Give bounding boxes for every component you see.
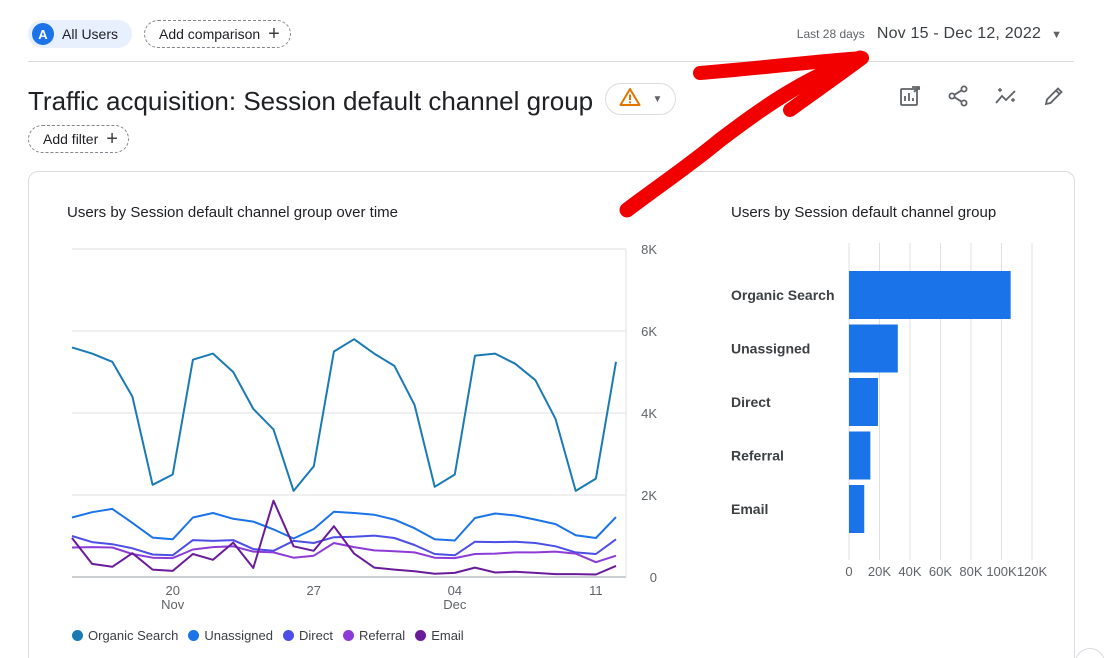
charts-card [28, 171, 1075, 658]
line-chart-legend: Organic Search Unassigned Direct Referra… [72, 628, 464, 643]
add-filter-label: Add filter [43, 131, 99, 147]
legend-label: Direct [298, 628, 333, 643]
chevron-down-icon: ▼ [652, 93, 663, 105]
warning-icon [619, 87, 641, 112]
page-title: Traffic acquisition: Session default cha… [28, 86, 594, 116]
edit-icon[interactable] [1040, 82, 1068, 110]
add-filter-button[interactable]: Add filter + [28, 125, 129, 153]
all-users-chip[interactable]: A All Users [28, 20, 133, 48]
avatar: A [32, 23, 54, 45]
legend-item-referral[interactable]: Referral [342, 628, 406, 643]
insights-icon[interactable] [992, 82, 1020, 110]
date-range-preset: Last 28 days [796, 27, 865, 41]
legend-item-email[interactable]: Email [415, 628, 464, 643]
legend-swatch [188, 630, 200, 641]
legend-swatch [72, 630, 83, 641]
plus-icon: + [106, 128, 118, 150]
top-bar: A All Users Add comparison + Last 28 day… [0, 0, 1116, 62]
share-icon[interactable] [944, 82, 972, 110]
legend-swatch [342, 630, 354, 641]
plus-icon: + [268, 23, 280, 45]
legend-label: Organic Search [88, 628, 179, 643]
line-chart-title: Users by Session default channel group o… [67, 204, 399, 221]
legend-label: Email [431, 628, 464, 643]
legend-label: Unassigned [204, 628, 273, 643]
legend-swatch [282, 630, 294, 641]
date-range-value: Nov 15 - Dec 12, 2022 [876, 25, 1042, 42]
chevron-down-icon: ▼ [1051, 29, 1062, 41]
add-comparison-button[interactable]: Add comparison + [144, 20, 291, 48]
legend-item-organic-search[interactable]: Organic Search [72, 628, 178, 643]
all-users-label: All Users [62, 26, 119, 42]
divider [28, 61, 1074, 62]
legend-label: Referral [358, 628, 406, 643]
report-toolbar [896, 82, 1068, 110]
date-range-picker[interactable]: Last 28 days Nov 15 - Dec 12, 2022 ▼ [797, 25, 1062, 43]
data-quality-warning-button[interactable]: ▼ [605, 83, 676, 115]
legend-item-direct[interactable]: Direct [282, 628, 333, 643]
add-comparison-label: Add comparison [159, 26, 261, 42]
customize-report-icon[interactable] [896, 82, 924, 110]
scroll-corner-button[interactable] [1075, 648, 1105, 658]
legend-swatch [415, 630, 427, 641]
bar-chart-title: Users by Session default channel group [731, 204, 997, 221]
legend-item-unassigned[interactable]: Unassigned [188, 628, 273, 643]
